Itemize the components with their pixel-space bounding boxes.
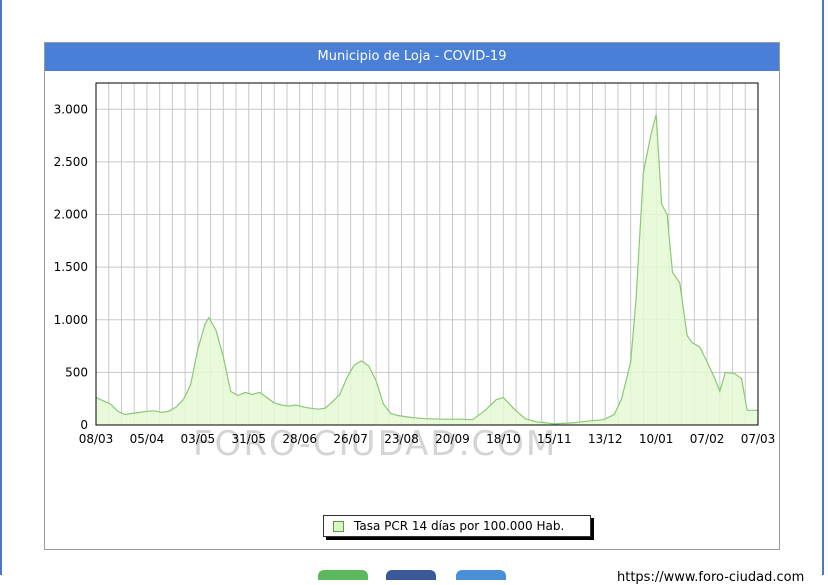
share-button-light-blue[interactable] <box>456 570 506 580</box>
y-tick-label: 1.500 <box>54 260 88 274</box>
plot-frame <box>95 82 759 426</box>
area-layer <box>95 114 758 425</box>
y-tick-label: 500 <box>65 365 88 379</box>
x-tick-label: 18/10 <box>486 432 521 446</box>
legend-label: Tasa PCR 14 días por 100.000 Hab. <box>354 519 565 533</box>
page-border-left <box>0 0 2 575</box>
x-tick-label: 07/02 <box>690 432 725 446</box>
page-border-right <box>822 0 824 575</box>
chart-container: Municipio de Loja - COVID-19 FORO-CIUDAD… <box>44 42 804 585</box>
series-line-0 <box>95 114 758 425</box>
share-button-green[interactable] <box>318 570 368 580</box>
x-tick-label: 05/04 <box>130 432 165 446</box>
x-tick-label: 28/06 <box>282 432 317 446</box>
series-area-0 <box>96 114 758 425</box>
y-tick-label: 0 <box>80 418 88 432</box>
y-tick-label: 3.000 <box>54 102 88 116</box>
y-tick-label: 2.500 <box>54 155 88 169</box>
chart-legend: Tasa PCR 14 días por 100.000 Hab. <box>323 515 591 537</box>
x-tick-label: 23/08 <box>384 432 419 446</box>
share-button-blue[interactable] <box>386 570 436 580</box>
x-tick-layer: 08/03 05/04 03/05 31/05 28/06 26/07 23/08 20/09… <box>79 432 776 446</box>
legend-swatch <box>333 521 344 532</box>
x-tick-label: 20/09 <box>435 432 470 446</box>
x-tick-label: 26/07 <box>333 432 368 446</box>
chart-svg: FORO-CIUDAD.COM 0 500 1.000 1.500 2.000 2.500… <box>54 82 776 464</box>
x-tick-label: 13/12 <box>588 432 623 446</box>
x-tick-label: 07/03 <box>741 432 776 446</box>
x-tick-label: 03/05 <box>181 432 216 446</box>
x-tick-label: 15/11 <box>537 432 572 446</box>
x-tick-label: 10/01 <box>639 432 674 446</box>
x-tick-label: 08/03 <box>79 432 114 446</box>
y-tick-label: 1.000 <box>54 313 88 327</box>
y-tick-layer: 0 500 1.000 1.500 2.000 2.500 3.000 <box>54 102 88 432</box>
source-url[interactable]: https://www.foro-ciudad.com <box>617 570 805 585</box>
chart-title: Municipio de Loja - COVID-19 <box>45 43 779 71</box>
chart-watermark: FORO-CIUDAD.COM <box>193 424 557 464</box>
y-tick-label: 2.000 <box>54 208 88 222</box>
x-tick-label: 31/05 <box>231 432 266 446</box>
